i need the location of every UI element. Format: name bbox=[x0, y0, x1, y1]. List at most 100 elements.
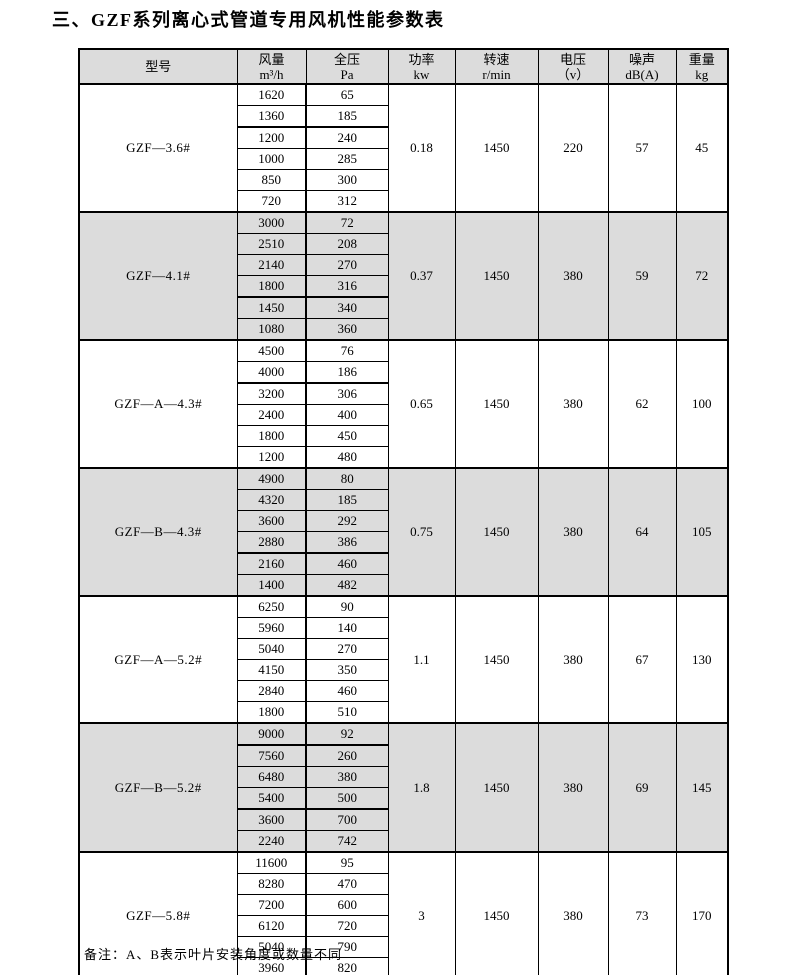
pressure-value: 340 bbox=[305, 296, 389, 319]
flow-value: 3600 bbox=[236, 510, 307, 532]
pressure-value: 790 bbox=[305, 936, 389, 958]
model-cell: GZF—B—4.3# bbox=[78, 467, 238, 597]
model-cell: GZF—A—4.3# bbox=[78, 339, 238, 469]
column-header-unit: dB(A) bbox=[625, 66, 659, 82]
column-header-label: 重量 bbox=[688, 51, 715, 67]
pressure-value: 240 bbox=[305, 126, 389, 149]
noise-cell: 57 bbox=[607, 83, 677, 213]
table-row: 5040 270 bbox=[79, 638, 728, 660]
table-row: 7560 260 bbox=[79, 744, 728, 767]
flow-value: 1400 bbox=[236, 574, 307, 597]
speed-cell: 1450 bbox=[454, 211, 539, 341]
pressure-value: 186 bbox=[305, 361, 389, 384]
flow-value: 1800 bbox=[236, 425, 307, 447]
column-header-unit: r/min bbox=[482, 66, 511, 82]
column-header-unit: Pa bbox=[340, 66, 354, 82]
pressure-value: 470 bbox=[305, 873, 389, 895]
pressure-value: 312 bbox=[305, 190, 389, 213]
model-cell: GZF—3.6# bbox=[78, 83, 238, 213]
model-cell: GZF—A—5.2# bbox=[78, 595, 238, 724]
voltage-cell: 380 bbox=[537, 722, 609, 853]
weight-cell: 105 bbox=[675, 467, 729, 597]
table-row: 2140 270 bbox=[79, 254, 728, 276]
table-row: 1080 360 bbox=[79, 318, 728, 341]
table-row: GZF—B—5.2# 9000 92 1.8 1450 380 69 145 bbox=[78, 722, 729, 853]
table-row: 6480 380 bbox=[79, 766, 728, 788]
flow-value: 2840 bbox=[236, 680, 307, 702]
pressure-value: 92 bbox=[305, 722, 389, 746]
column-header-label: 全压 bbox=[333, 51, 360, 67]
pressure-value: 500 bbox=[305, 787, 389, 810]
flow-value: 5040 bbox=[236, 638, 307, 660]
column-header-6: 噪声 dB(A) bbox=[607, 48, 677, 85]
flow-value: 9000 bbox=[236, 722, 307, 746]
pressure-value: 90 bbox=[305, 595, 389, 618]
flow-value: 1200 bbox=[236, 446, 307, 469]
flow-value: 4900 bbox=[236, 467, 307, 490]
table-row: 4150 350 bbox=[79, 659, 728, 681]
page-title: 三、GZF系列离心式管道专用风机性能参数表 bbox=[52, 10, 445, 30]
pressure-value: 306 bbox=[305, 382, 389, 405]
table-row: 1360 185 bbox=[79, 105, 728, 128]
table-row: 2880 386 bbox=[79, 531, 728, 554]
flow-value: 2240 bbox=[236, 830, 307, 853]
pressure-value: 820 bbox=[305, 957, 389, 975]
table-row: 5400 500 bbox=[79, 787, 728, 810]
pressure-value: 386 bbox=[305, 531, 389, 554]
column-header-label: 电压 bbox=[559, 51, 586, 67]
weight-cell: 100 bbox=[675, 339, 729, 469]
power-cell: 0.37 bbox=[387, 211, 456, 341]
flow-value: 4000 bbox=[236, 361, 307, 384]
flow-value: 1620 bbox=[236, 83, 307, 106]
table-row: 2240 742 bbox=[79, 830, 728, 853]
table-header-row: 型号 风量 m³/h 全压 Pa 功率 kw 转速 r/min 电压 （v） 噪声 dB(A) 重量 kg bbox=[78, 48, 729, 85]
table-row: 5040 790 bbox=[79, 936, 728, 958]
flow-value: 1000 bbox=[236, 148, 307, 170]
flow-value: 5400 bbox=[236, 787, 307, 810]
flow-value: 8280 bbox=[236, 873, 307, 895]
power-cell: 3 bbox=[387, 851, 456, 975]
flow-value: 3600 bbox=[236, 808, 307, 831]
speed-cell: 1450 bbox=[454, 339, 539, 469]
column-header-7: 重量 kg bbox=[675, 48, 729, 85]
model-cell: GZF—B—5.2# bbox=[78, 722, 238, 853]
table-row: 3960 820 bbox=[79, 957, 728, 975]
table-row: 3600 700 bbox=[79, 808, 728, 831]
table-row: 1400 482 bbox=[79, 574, 728, 597]
pressure-value: 95 bbox=[305, 851, 389, 874]
pressure-value: 742 bbox=[305, 830, 389, 853]
flow-value: 850 bbox=[236, 169, 307, 191]
table-row: 4000 186 bbox=[79, 361, 728, 384]
table-row: 8280 470 bbox=[79, 873, 728, 895]
column-header-1: 风量 m³/h bbox=[236, 48, 307, 85]
pressure-value: 65 bbox=[305, 83, 389, 106]
pressure-value: 480 bbox=[305, 446, 389, 469]
pressure-value: 260 bbox=[305, 744, 389, 767]
pressure-value: 140 bbox=[305, 617, 389, 639]
weight-cell: 130 bbox=[675, 595, 729, 724]
speed-cell: 1450 bbox=[454, 83, 539, 213]
pressure-value: 270 bbox=[305, 638, 389, 660]
table-row: 1800 450 bbox=[79, 425, 728, 447]
pressure-value: 285 bbox=[305, 148, 389, 170]
voltage-cell: 220 bbox=[537, 83, 609, 213]
noise-cell: 64 bbox=[607, 467, 677, 597]
pressure-value: 700 bbox=[305, 808, 389, 831]
speed-cell: 1450 bbox=[454, 722, 539, 853]
table-row: 2160 460 bbox=[79, 552, 728, 575]
voltage-cell: 380 bbox=[537, 211, 609, 341]
table-row: 5960 140 bbox=[79, 617, 728, 639]
flow-value: 3000 bbox=[236, 211, 307, 234]
flow-value: 2510 bbox=[236, 233, 307, 255]
noise-cell: 73 bbox=[607, 851, 677, 975]
power-cell: 0.75 bbox=[387, 467, 456, 597]
column-header-label: 风量 bbox=[258, 51, 285, 67]
flow-value: 7200 bbox=[236, 894, 307, 916]
pressure-value: 350 bbox=[305, 659, 389, 681]
column-header-unit: kw bbox=[413, 66, 430, 82]
table-row: 3600 292 bbox=[79, 510, 728, 532]
table-row: 1800 510 bbox=[79, 701, 728, 724]
column-header-label: 噪声 bbox=[628, 51, 655, 67]
power-cell: 0.65 bbox=[387, 339, 456, 469]
pressure-value: 450 bbox=[305, 425, 389, 447]
